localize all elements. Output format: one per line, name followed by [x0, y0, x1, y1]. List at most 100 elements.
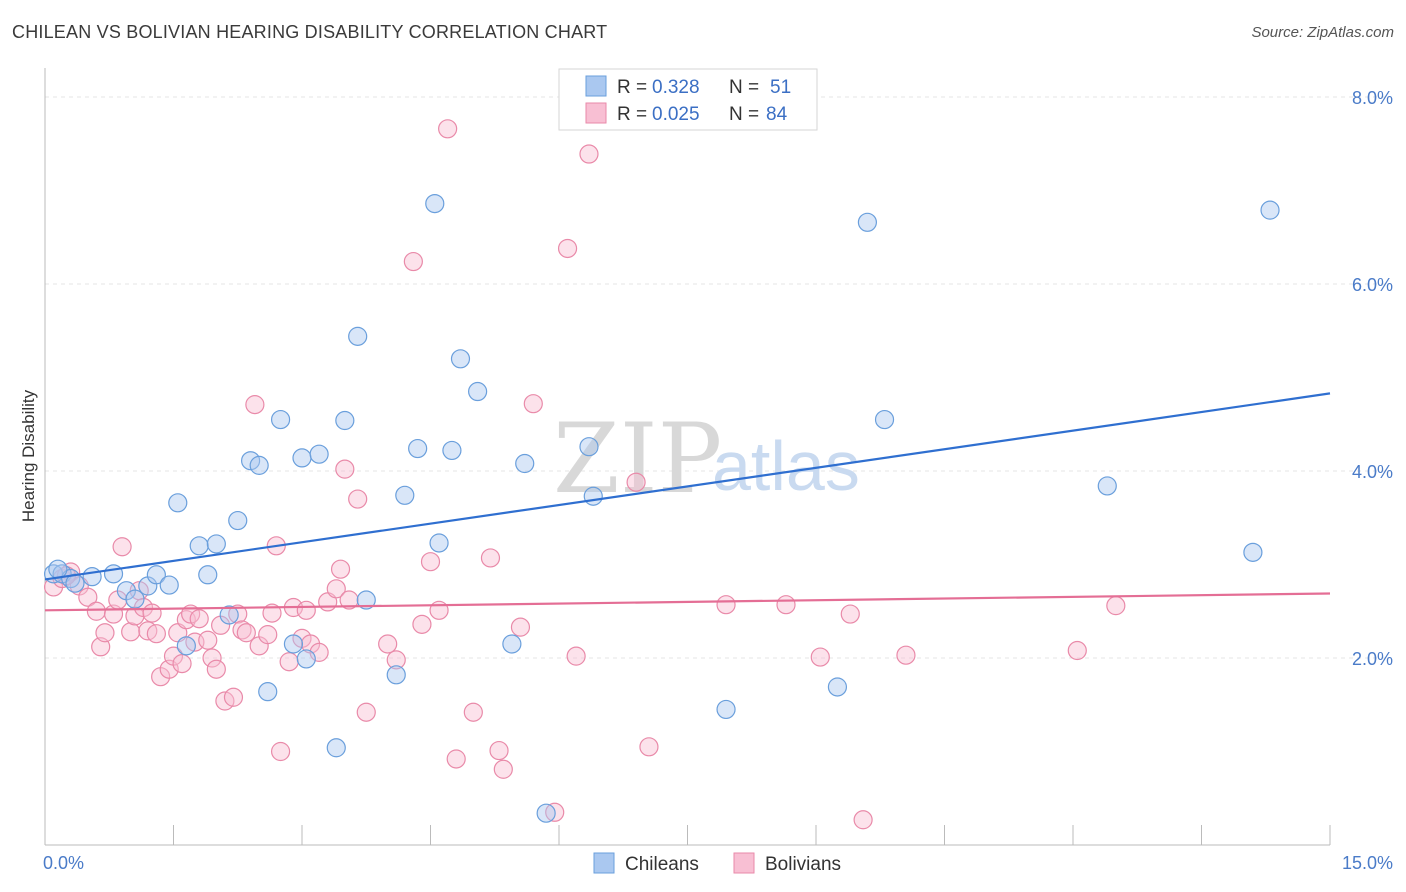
bolivian-point-56 [386, 650, 406, 670]
bolivian-point-76 [776, 595, 796, 615]
chilean-point-40 [579, 437, 599, 457]
bolivian-point-66 [493, 759, 513, 779]
legend-swatch-bolivians [585, 102, 607, 124]
legend-n-value-2: 84 [766, 104, 788, 125]
chilean-point-14 [206, 534, 226, 554]
chilean-point-35 [450, 349, 471, 369]
bolivian-point-74 [639, 737, 659, 757]
bolivian-point-59 [420, 552, 441, 572]
correlation-legend: R = 0.328 N = 51 R = 0.025 N = 84 [558, 68, 818, 131]
bolivian-point-50 [330, 559, 351, 579]
bolivian-point-45 [296, 600, 316, 620]
bolivian-point-53 [348, 489, 368, 509]
bolivian-point-52 [339, 590, 359, 610]
legend-n-value-1: 51 [770, 77, 791, 98]
bolivian-point-4 [78, 587, 98, 607]
chilean-point-37 [502, 634, 522, 654]
bolivian-point-65 [489, 740, 509, 761]
chilean-point-32 [425, 193, 445, 214]
chilean-point-39 [536, 803, 556, 823]
chilean-point-3 [82, 567, 102, 587]
bolivian-point-35 [236, 623, 256, 643]
chilean-point-30 [395, 485, 415, 505]
x-ticks [44, 825, 1331, 845]
gridlines [45, 96, 1390, 659]
bolivian-point-70 [557, 238, 578, 259]
chilean-point-28 [356, 590, 376, 610]
chilean-point-10 [168, 493, 188, 513]
bolivian-point-71 [566, 646, 586, 666]
bolivian-point-32 [223, 687, 244, 707]
bolivian-point-10 [112, 537, 132, 557]
bolivian-point-62 [446, 749, 466, 769]
chilean-point-13 [198, 565, 218, 585]
chilean-point-46 [1097, 476, 1117, 496]
bolivian-point-27 [198, 630, 218, 650]
legend-r-label-2: R = [617, 104, 647, 125]
bolivians-points [43, 119, 1126, 830]
legend-swatch-chileans [585, 75, 607, 97]
chilean-point-38 [515, 453, 535, 474]
chilean-point-26 [335, 410, 355, 431]
bolivian-point-7 [95, 623, 115, 643]
y-tick-label: 2.0% [1352, 649, 1393, 669]
chilean-point-43 [827, 677, 848, 697]
bolivian-point-29 [206, 659, 226, 679]
bolivian-point-82 [1106, 596, 1126, 616]
chilean-point-24 [309, 444, 329, 464]
legend-r-value-1: 0.328 [652, 77, 700, 98]
bolivian-point-22 [172, 654, 192, 674]
bolivian-point-11 [121, 622, 141, 642]
bottom-legend-label-bolivians: Bolivians [765, 854, 841, 875]
chilean-point-18 [249, 455, 269, 475]
bolivian-point-57 [403, 251, 423, 272]
x-tick-label: 15.0% [1342, 853, 1393, 873]
bolivian-point-81 [1067, 640, 1087, 661]
chilean-point-25 [326, 738, 346, 758]
chilean-point-20 [270, 409, 291, 430]
chilean-point-16 [228, 510, 248, 531]
y-axis-label: Hearing Disability [19, 389, 38, 522]
legend-r-label-1: R = [617, 77, 647, 98]
chilean-point-42 [716, 699, 736, 720]
chart-title: CHILEAN VS BOLIVIAN HEARING DISABILITY C… [12, 22, 608, 42]
chilean-point-33 [429, 533, 449, 553]
chilean-point-34 [442, 440, 462, 461]
bolivian-point-80 [896, 645, 916, 665]
chilean-point-23 [296, 649, 316, 669]
bolivian-point-75 [716, 595, 736, 615]
y-tick-label: 8.0% [1352, 88, 1393, 108]
chilean-point-49 [48, 559, 68, 579]
bolivian-point-68 [523, 394, 543, 414]
bolivian-point-16 [142, 603, 162, 623]
chilean-point-22 [292, 448, 312, 468]
bolivian-point-79 [853, 810, 873, 830]
y-tick-label: 4.0% [1352, 462, 1393, 482]
watermark-atlas: atlas [712, 427, 860, 505]
bolivian-point-42 [279, 652, 299, 672]
bolivian-point-49 [326, 579, 346, 599]
bolivian-point-73 [626, 472, 646, 492]
y-tick-label: 6.0% [1352, 275, 1393, 295]
bolivian-point-51 [335, 459, 355, 479]
chilean-point-8 [146, 565, 166, 585]
bolivian-point-67 [510, 617, 531, 637]
bolivian-point-5 [86, 601, 107, 621]
chilean-point-27 [348, 326, 368, 346]
bolivian-point-17 [146, 624, 166, 644]
chilean-point-15 [219, 605, 239, 625]
x-tick-label: 0.0% [43, 853, 84, 873]
bolivian-point-64 [480, 548, 501, 568]
watermark: ZIP atlas [553, 403, 860, 515]
bottom-legend-swatch-bolivians [733, 852, 755, 874]
watermark-zip: ZIP [553, 403, 722, 515]
legend-n-label-2: N = [729, 104, 759, 125]
chilean-point-9 [159, 575, 179, 595]
bolivian-point-77 [810, 647, 830, 667]
bolivian-point-55 [378, 634, 398, 654]
bolivian-point-63 [463, 702, 483, 722]
bolivians-trend-line [44, 592, 1331, 612]
x-tick-labels: 0.0% 15.0% [43, 853, 1393, 873]
bolivian-point-58 [412, 614, 432, 634]
